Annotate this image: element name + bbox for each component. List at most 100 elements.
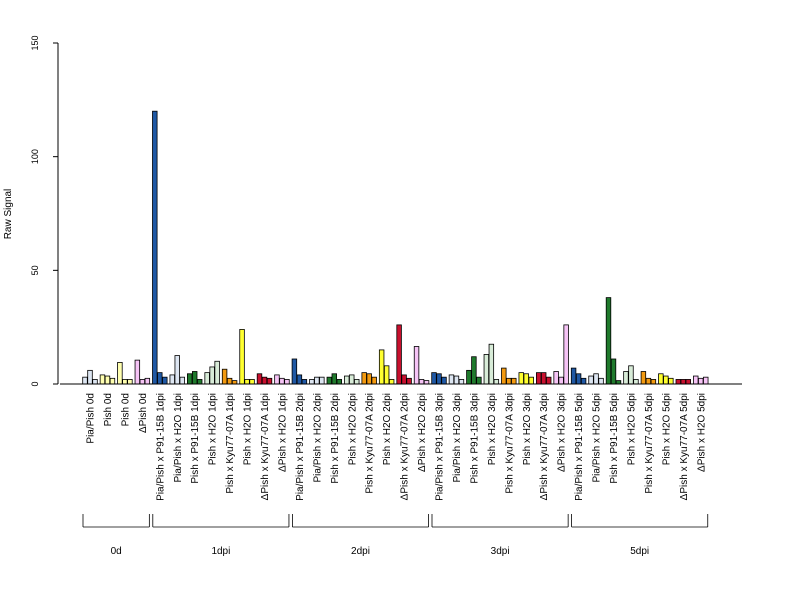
bar-3-0	[134, 359, 141, 385]
bar-16-0	[361, 372, 367, 385]
x-tick-label: Pish x H2O 5dpi	[626, 393, 637, 465]
x-tick-label: Pia/Pish x H2O 5dpi	[592, 393, 603, 483]
bar-13-0	[309, 379, 315, 385]
x-tick-label: Pish x H2O 1dpi	[243, 393, 254, 465]
x-tick-label: Pish x H2O 5dpi	[661, 393, 672, 465]
y-axis-title: Raw Signal	[3, 189, 14, 240]
x-tick-label: Pish x H2O 1dpi	[208, 393, 219, 465]
bar-14-1	[331, 373, 337, 385]
bar-17-0	[378, 349, 385, 385]
bar-25-0	[518, 372, 524, 385]
y-tick-label: 100	[30, 149, 40, 164]
bar-13-2	[319, 376, 325, 385]
group-label: 5dpi	[630, 546, 649, 557]
bar-9-1	[244, 379, 250, 385]
bar-34-2	[685, 379, 691, 385]
bar-0-2	[92, 379, 98, 385]
bar-24-2	[511, 377, 517, 385]
bar-12-0	[291, 358, 298, 385]
x-tick-label: Pish x Kyu77-07A 5dpi	[644, 393, 655, 494]
bar-18-1	[401, 374, 407, 385]
x-tick-label: Pish x H2O 2dpi	[347, 393, 358, 465]
bar-19-2	[423, 380, 430, 385]
bar-21-1	[453, 375, 460, 385]
x-tick-label: ΔPish x Kyu77-07A 2dpi	[400, 393, 411, 500]
bar-14-2	[336, 379, 342, 385]
bar-1-0	[99, 374, 106, 385]
bar-5-0	[169, 374, 175, 385]
bar-4-2	[162, 376, 168, 385]
bar-21-0	[448, 374, 455, 385]
bar-29-1	[593, 373, 599, 385]
bar-10-1	[261, 376, 268, 385]
group-label: 3dpi	[491, 546, 510, 557]
bar-7-0	[204, 372, 210, 385]
bar-24-0	[501, 367, 507, 385]
y-tick-label: 150	[30, 35, 40, 50]
bar-20-1	[436, 373, 442, 385]
bar-14-0	[326, 376, 332, 385]
bar-9-0	[239, 329, 245, 385]
y-tick-label: 0	[30, 381, 40, 386]
x-tick-label: Pia/Pish x H2O 2dpi	[312, 393, 323, 483]
x-tick-label: ΔPish x Kyu77-07A 5dpi	[679, 393, 690, 500]
x-tick-label: Pish x Kyu77-07A 3dpi	[504, 393, 515, 494]
x-tick-label: ΔPish x Kyu77-07A 3dpi	[539, 393, 550, 500]
x-tick-label: Pish x Kyu77-07A 1dpi	[225, 393, 236, 494]
bar-32-2	[650, 379, 657, 385]
bar-5-1	[174, 355, 180, 385]
bar-32-0	[640, 371, 647, 385]
bar-35-2	[703, 376, 709, 385]
x-tick-label: Pia/Pish x P91-15B 2dpi	[295, 393, 306, 501]
bar-2-2	[127, 379, 133, 385]
x-tick-label: Pish x H2O 3dpi	[487, 393, 498, 465]
bar-29-2	[598, 377, 604, 385]
bar-26-0	[536, 372, 542, 385]
bar-26-1	[541, 372, 547, 385]
y-tick-label: 50	[30, 265, 40, 275]
bar-33-2	[668, 377, 674, 385]
bar-2-0	[117, 361, 123, 385]
bar-28-0	[570, 367, 577, 385]
x-tick-label: Pia/Pish 0d	[86, 393, 97, 444]
bar-18-0	[396, 324, 402, 385]
bar-8-2	[231, 380, 238, 385]
x-tick-label: ΔPish 0d	[138, 393, 149, 433]
bar-27-1	[558, 376, 564, 385]
bar-15-0	[344, 375, 350, 385]
bar-22-2	[476, 376, 482, 385]
x-tick-label: Pish x P91-15B 1dpi	[190, 393, 201, 484]
bar-23-1	[488, 343, 495, 385]
bar-22-0	[466, 369, 472, 385]
x-tick-label: Pish x P91-15B 5dpi	[609, 393, 620, 484]
group-label: 1dpi	[211, 546, 230, 557]
bar-6-0	[186, 373, 193, 385]
bar-35-0	[693, 375, 699, 385]
bar-18-2	[406, 377, 412, 385]
bar-2-1	[122, 379, 128, 385]
bar-16-2	[371, 376, 377, 385]
x-tick-label: Pish 0d	[103, 393, 114, 426]
bar-28-1	[575, 373, 582, 385]
bar-6-2	[196, 379, 203, 385]
x-axis: Pia/Pish 0d Pish 0d Pish 0d ΔPish 0d Pia/Pis…	[60, 383, 742, 501]
group-label: 2dpi	[351, 546, 370, 557]
bar-21-2	[458, 379, 465, 385]
x-tick-label: ΔPish x H2O 5dpi	[696, 393, 707, 472]
bar-23-2	[493, 379, 500, 385]
x-tick-label: Pia/Pish x P91-15B 1dpi	[155, 393, 166, 501]
x-tick-label: Pish x H2O 2dpi	[382, 393, 393, 465]
group-label: 0d	[111, 546, 122, 557]
bar-31-2	[633, 379, 639, 385]
x-tick-label: Pia/Pish x P91-15B 3dpi	[435, 393, 446, 501]
bar-17-1	[383, 365, 390, 385]
bars-layer	[82, 110, 709, 385]
x-tick-label: Pia/Pish x H2O 3dpi	[452, 393, 463, 483]
bar-30-2	[615, 380, 622, 385]
bar-33-0	[658, 373, 664, 385]
bar-8-1	[226, 377, 233, 385]
bar-13-1	[314, 376, 320, 385]
bar-1-1	[104, 375, 111, 385]
bar-27-0	[553, 371, 559, 385]
